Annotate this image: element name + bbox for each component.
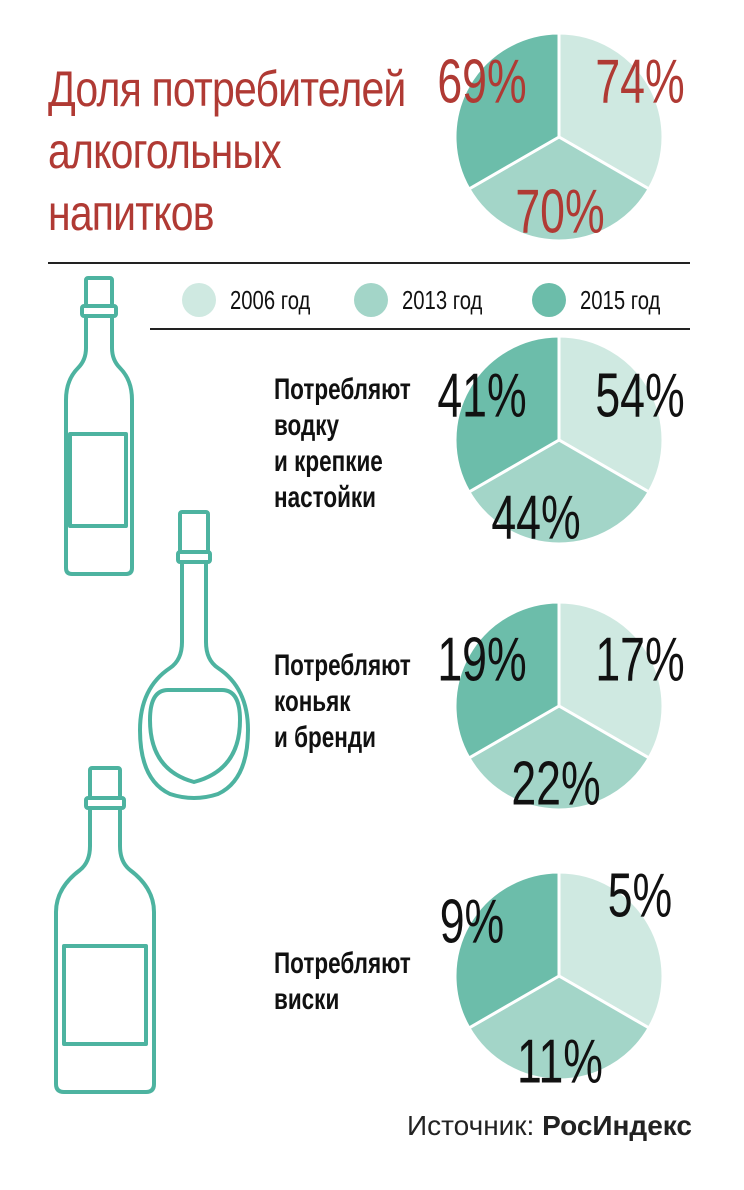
- divider-legend: [150, 328, 690, 330]
- source-prefix: Источник:: [407, 1110, 535, 1141]
- pie-slice: [453, 334, 561, 495]
- pie-slice: [453, 31, 561, 192]
- legend-item-2015: 2015 год: [532, 280, 683, 320]
- pie-chart: 5% 11% 9%: [440, 861, 673, 1096]
- pie-chart: 74% 70% 69%: [437, 31, 685, 246]
- category-label-line: Потребляют: [274, 947, 411, 980]
- pie-value-label: 17%: [595, 625, 684, 694]
- pie-slice: [557, 600, 665, 761]
- pie-chart: 54%44% 41%: [437, 334, 685, 552]
- pie-value-label: 70%: [515, 177, 604, 246]
- legend-item-2013: 2013 год: [354, 280, 505, 320]
- pie-value-label: 11%: [517, 1027, 603, 1096]
- pie-value-label: 69%: [437, 47, 526, 116]
- source-credit: Источник: РосИндекс: [407, 1110, 692, 1142]
- category-label-line: виски: [274, 983, 340, 1016]
- pie-slice: [453, 870, 561, 1031]
- pie-value-label: 74%: [595, 47, 684, 116]
- pie-value-label: 19%: [437, 625, 526, 694]
- category-label-line: Потребляют: [274, 649, 411, 682]
- legend-label: 2015 год: [580, 284, 661, 315]
- category-label-line: водку: [274, 409, 340, 442]
- category-label-line: настойки: [274, 481, 377, 514]
- category-label-line: и бренди: [274, 721, 376, 754]
- legend-label: 2013 год: [402, 284, 483, 315]
- category-label-line: и крепкие: [274, 445, 383, 478]
- pie-value-label: 22%: [511, 749, 600, 818]
- pie-value-label: 5%: [608, 861, 673, 930]
- pie-value-label: 54%: [595, 361, 684, 430]
- source-name: РосИндекс: [542, 1110, 692, 1141]
- pie-slice: [557, 334, 665, 495]
- pie-slice: [453, 600, 561, 761]
- legend-label: 2006 год: [230, 284, 311, 315]
- pie-value-label: 9%: [440, 887, 505, 956]
- legend-item-2006: 2006 год: [182, 280, 333, 320]
- pie-slice: [557, 870, 665, 1031]
- category-label-line: Потребляют: [274, 373, 411, 406]
- category-label-cognac: Потребляют коньяк и бренди: [274, 648, 411, 756]
- title-line: напитков: [48, 185, 215, 241]
- category-label-line: коньяк: [274, 685, 351, 718]
- legend-swatch: [354, 283, 388, 317]
- legend-swatch: [532, 283, 566, 317]
- category-label-vodka: Потребляют водку и крепкие настойки: [274, 372, 411, 516]
- category-label-whisky: Потребляют виски: [274, 946, 411, 1018]
- title-line: алкогольных: [48, 123, 282, 179]
- pie-slice: [557, 31, 665, 192]
- pie-chart: 17% 22% 19%: [437, 600, 685, 818]
- legend-swatch: [182, 283, 216, 317]
- pie-value-label: 41%: [437, 361, 526, 430]
- pie-value-label: 44%: [491, 483, 580, 552]
- divider-top: [48, 262, 690, 264]
